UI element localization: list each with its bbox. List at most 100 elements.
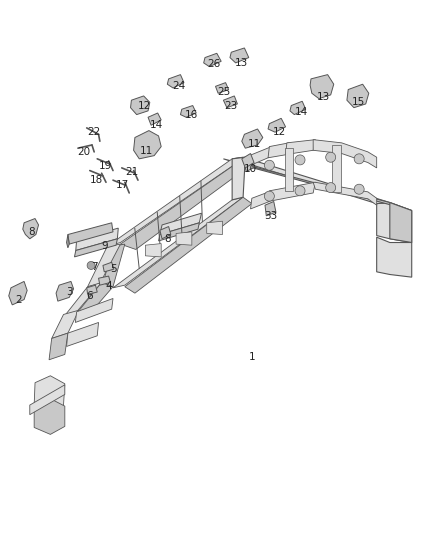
Circle shape [354, 154, 364, 164]
Polygon shape [56, 281, 74, 301]
Text: 3: 3 [66, 287, 73, 297]
Text: 33: 33 [264, 211, 277, 221]
Polygon shape [148, 113, 161, 125]
Text: 5: 5 [110, 264, 117, 274]
Polygon shape [223, 159, 412, 211]
Text: 4: 4 [105, 281, 112, 290]
Text: 23: 23 [225, 101, 238, 110]
Polygon shape [113, 197, 243, 288]
Polygon shape [99, 276, 110, 285]
Polygon shape [207, 221, 223, 235]
Polygon shape [167, 75, 184, 88]
Circle shape [326, 152, 336, 162]
Polygon shape [75, 298, 113, 322]
Polygon shape [67, 322, 99, 346]
Polygon shape [286, 140, 315, 155]
Polygon shape [242, 129, 263, 148]
Text: 8: 8 [28, 227, 35, 237]
Polygon shape [265, 201, 276, 216]
Polygon shape [68, 223, 113, 244]
Polygon shape [180, 106, 196, 117]
Circle shape [265, 160, 274, 170]
Polygon shape [244, 159, 253, 172]
Polygon shape [230, 48, 249, 63]
Text: 21: 21 [125, 167, 138, 176]
Polygon shape [67, 235, 69, 248]
Polygon shape [285, 148, 293, 191]
Polygon shape [30, 385, 65, 415]
Polygon shape [160, 213, 201, 235]
Text: 26: 26 [207, 59, 220, 69]
Text: 20: 20 [78, 147, 91, 157]
Polygon shape [125, 197, 252, 293]
Polygon shape [268, 118, 286, 132]
Polygon shape [77, 282, 113, 317]
Polygon shape [74, 239, 117, 257]
Circle shape [295, 155, 305, 165]
Polygon shape [268, 143, 289, 158]
Polygon shape [232, 157, 390, 204]
Polygon shape [103, 262, 114, 272]
Polygon shape [332, 145, 341, 192]
Polygon shape [145, 244, 161, 257]
Polygon shape [347, 84, 369, 108]
Polygon shape [377, 203, 412, 243]
Text: 11: 11 [248, 139, 261, 149]
Polygon shape [23, 219, 39, 239]
Polygon shape [9, 281, 27, 305]
Text: 18: 18 [90, 175, 103, 185]
Polygon shape [49, 333, 68, 360]
Circle shape [87, 261, 95, 270]
Text: 12: 12 [138, 101, 151, 110]
Circle shape [354, 184, 364, 194]
Polygon shape [159, 223, 199, 241]
Text: 8: 8 [164, 234, 171, 244]
Polygon shape [290, 101, 306, 115]
Polygon shape [251, 191, 272, 209]
Text: 10: 10 [244, 165, 257, 174]
Text: 2: 2 [15, 295, 22, 304]
Polygon shape [87, 285, 97, 294]
Polygon shape [377, 237, 412, 277]
Text: 1: 1 [248, 352, 255, 362]
Circle shape [295, 186, 305, 196]
Polygon shape [176, 232, 192, 245]
Polygon shape [120, 157, 254, 249]
Text: 22: 22 [88, 127, 101, 137]
Text: 24: 24 [172, 82, 185, 91]
Polygon shape [107, 157, 245, 246]
Polygon shape [244, 147, 272, 168]
Text: 13: 13 [235, 58, 248, 68]
Text: 25: 25 [218, 87, 231, 96]
Text: 15: 15 [352, 98, 365, 107]
Polygon shape [313, 182, 377, 205]
Text: 11: 11 [140, 146, 153, 156]
Polygon shape [310, 75, 334, 99]
Polygon shape [160, 227, 171, 239]
Text: 6: 6 [86, 291, 93, 301]
Polygon shape [390, 203, 412, 243]
Polygon shape [34, 376, 65, 413]
Polygon shape [215, 83, 229, 93]
Text: 13: 13 [317, 92, 330, 102]
Polygon shape [134, 131, 161, 159]
Polygon shape [223, 96, 237, 108]
Text: 19: 19 [99, 161, 112, 171]
Polygon shape [131, 96, 150, 115]
Text: 9: 9 [101, 241, 108, 251]
Text: 16: 16 [185, 110, 198, 119]
Polygon shape [313, 140, 377, 168]
Text: 7: 7 [91, 262, 98, 271]
Polygon shape [65, 282, 102, 316]
Polygon shape [204, 53, 221, 67]
Polygon shape [52, 310, 79, 338]
Polygon shape [232, 157, 245, 200]
Polygon shape [88, 244, 120, 287]
Polygon shape [76, 228, 118, 251]
Polygon shape [242, 154, 254, 168]
Polygon shape [102, 244, 125, 289]
Polygon shape [268, 182, 315, 201]
Text: 14: 14 [295, 107, 308, 117]
Polygon shape [34, 399, 65, 434]
Circle shape [326, 183, 336, 192]
